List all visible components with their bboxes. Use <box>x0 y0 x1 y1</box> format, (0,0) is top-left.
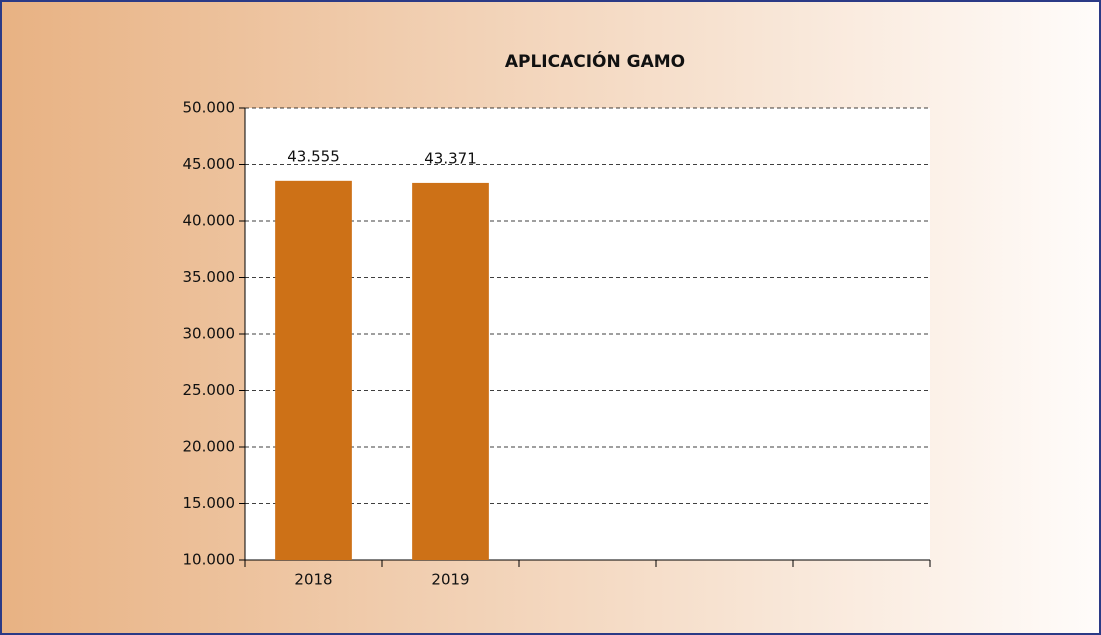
chart-title: APLICACIÓN GAMO <box>505 50 685 72</box>
y-tick-label: 30.000 <box>183 325 236 343</box>
y-tick-label: 50.000 <box>183 99 236 117</box>
bar <box>412 182 489 560</box>
y-tick-label: 10.000 <box>183 551 236 569</box>
y-tick-label: 40.000 <box>183 212 236 230</box>
y-tick-label: 20.000 <box>183 438 236 456</box>
x-tick-label: 2018 <box>294 571 332 589</box>
y-tick-label: 45.000 <box>183 155 236 173</box>
value-label: 43.371 <box>424 149 477 167</box>
value-label: 43.555 <box>287 147 340 165</box>
y-tick-label: 15.000 <box>183 494 236 512</box>
y-tick-label: 35.000 <box>183 268 236 286</box>
bar <box>275 180 352 561</box>
x-tick-label: 2019 <box>431 571 469 589</box>
y-tick-label: 25.000 <box>183 381 236 399</box>
